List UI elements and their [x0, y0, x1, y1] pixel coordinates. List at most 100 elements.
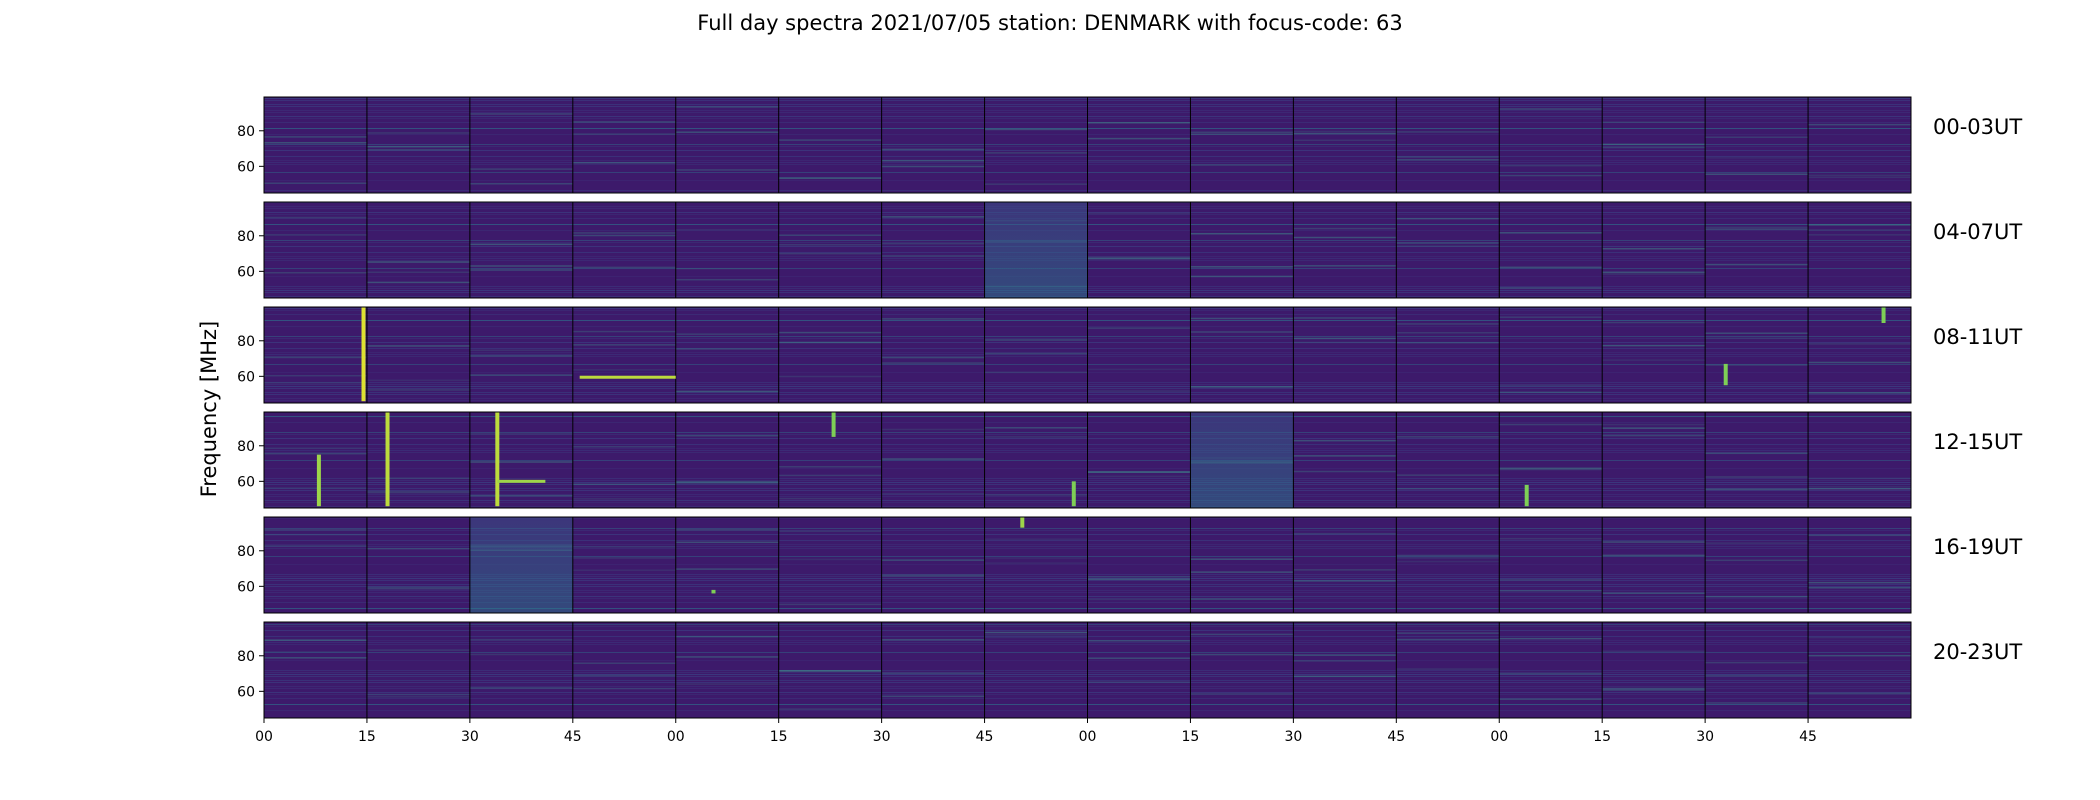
noise-band	[984, 427, 1088, 429]
spectrum-segment	[675, 307, 779, 403]
spectrum-segment	[1293, 412, 1397, 508]
spectrum-segment	[1087, 307, 1191, 403]
spectrum-segment	[264, 202, 367, 298]
noise-band	[881, 639, 985, 641]
noise-band	[1602, 247, 1706, 250]
burst-vertical	[361, 307, 366, 402]
noise-band	[1087, 471, 1191, 473]
noise-band	[1087, 576, 1191, 578]
noise-band	[264, 487, 367, 489]
noise-band	[675, 267, 779, 270]
x-tick-label: 00	[1079, 729, 1097, 745]
noise-band	[1705, 452, 1809, 455]
noise-band	[1602, 146, 1706, 149]
noise-band	[1396, 323, 1500, 325]
noise-band	[264, 182, 367, 184]
noise-band	[1190, 598, 1294, 600]
noise-band	[881, 672, 985, 675]
burst-horizontal	[497, 479, 546, 483]
noise-band	[264, 272, 367, 274]
noise-band	[1602, 687, 1706, 690]
y-axis-label: Frequency [MHz]	[197, 320, 221, 498]
noise-band	[366, 389, 470, 391]
noise-band	[675, 169, 779, 171]
noise-band	[264, 533, 367, 536]
noise-band	[984, 634, 1088, 636]
noise-band	[1190, 693, 1294, 695]
noise-band	[1705, 674, 1809, 677]
noise-band	[1396, 217, 1500, 220]
noise-band	[1705, 226, 1809, 229]
noise-band	[1396, 159, 1500, 161]
noise-band	[1190, 653, 1294, 656]
noise-band	[881, 242, 985, 245]
noise-band	[264, 545, 367, 547]
noise-band	[572, 662, 676, 664]
row-frame	[263, 96, 1912, 194]
noise-band	[1190, 386, 1294, 388]
noise-band	[1602, 650, 1706, 653]
noise-band	[675, 656, 779, 658]
noise-band	[984, 538, 1088, 540]
noise-band	[881, 165, 985, 168]
spectrum-segment	[984, 97, 1088, 193]
noise-band	[1087, 578, 1191, 581]
burst-vertical	[385, 412, 390, 507]
enhanced-emission	[1190, 412, 1294, 508]
noise-band	[675, 434, 779, 437]
noise-band	[469, 269, 573, 271]
spectrum-segment	[469, 412, 573, 508]
noise-band	[1602, 541, 1706, 543]
noise-band	[1396, 632, 1500, 634]
spectrum-segment	[675, 97, 779, 193]
noise-band	[1087, 257, 1191, 260]
spectrum-segment	[469, 307, 573, 403]
noise-band	[366, 587, 470, 590]
noise-band	[1293, 265, 1397, 267]
spectrum-segment	[572, 307, 676, 403]
noise-band	[778, 341, 882, 344]
noise-band	[1705, 559, 1809, 562]
noise-band	[1396, 474, 1500, 476]
enhanced-emission	[469, 517, 573, 613]
noise-band	[366, 271, 470, 274]
spectrum-segment	[1087, 97, 1191, 193]
spectrum-segment	[1499, 97, 1603, 193]
spectra-row: 60 80 12-15UT	[237, 411, 2022, 509]
noise-band	[572, 445, 676, 448]
spectrum-segment	[1190, 307, 1294, 403]
noise-band	[1705, 337, 1809, 339]
x-tick-label: 45	[1799, 729, 1817, 745]
noise-band	[264, 136, 367, 138]
noise-band	[1190, 266, 1294, 268]
noise-band	[675, 529, 779, 531]
x-tick-label: 15	[1593, 729, 1611, 745]
noise-band	[1602, 273, 1706, 275]
y-tick-label: 80	[237, 649, 255, 665]
noise-band	[264, 639, 367, 641]
noise-band	[1396, 638, 1500, 641]
spectrum-segment	[1396, 97, 1500, 193]
noise-band	[366, 145, 470, 148]
spectrum-segment	[675, 202, 779, 298]
noise-band	[264, 447, 367, 449]
noise-band	[1602, 121, 1706, 124]
spectrum-segment	[1293, 202, 1397, 298]
noise-band	[881, 216, 985, 218]
x-tick-label: 00	[255, 729, 273, 745]
x-tick-label: 30	[873, 729, 891, 745]
spectrum-segment	[881, 307, 985, 403]
spectrum-segment	[1293, 307, 1397, 403]
spectrum-segment	[881, 412, 985, 508]
noise-band	[1705, 157, 1809, 159]
row-frame	[263, 516, 1912, 614]
spectrum-segment	[1499, 517, 1603, 613]
noise-band	[572, 266, 676, 269]
noise-band	[1293, 439, 1397, 442]
noise-band	[1808, 654, 1911, 657]
row-time-label: 16-19UT	[1933, 535, 2022, 559]
noise-band	[572, 483, 676, 486]
noise-band	[1396, 557, 1500, 559]
burst-vertical	[1524, 484, 1529, 507]
spectrum-segment	[572, 202, 676, 298]
